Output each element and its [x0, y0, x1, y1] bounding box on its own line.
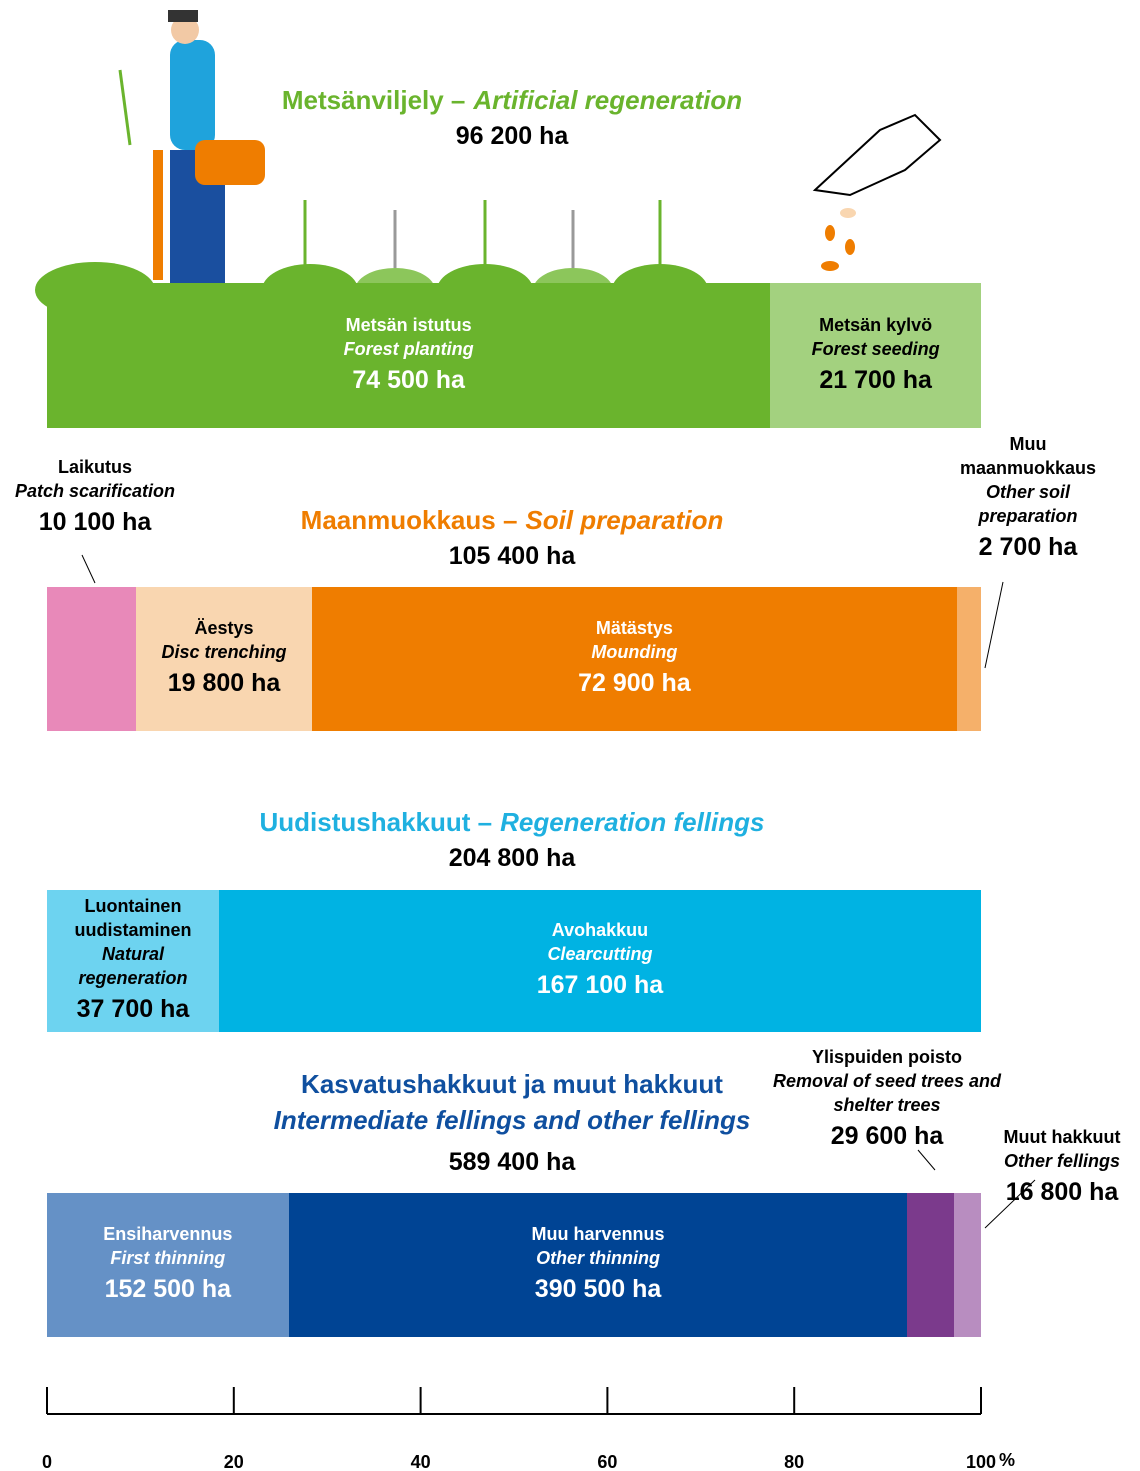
bar-segment [136, 587, 312, 731]
title-en: Artificial regeneration [473, 85, 743, 115]
title-fi: Metsänviljely – [281, 85, 466, 115]
segment-label: Metsän istutus Forest planting 74 500 ha [47, 283, 770, 428]
segment-value: 390 500 ha [534, 1275, 662, 1303]
segment-value: 74 500 ha [352, 365, 465, 394]
segment-name-en: Other soil preparation [978, 482, 1078, 526]
planter [153, 10, 265, 290]
segment-label: Muu maanmuokkaus Other soil preparation 2 … [953, 432, 1103, 566]
seeding-hand [812, 113, 942, 271]
segment-name-en: Mounding [591, 642, 678, 662]
bar-title: Uudistushakkuut – Regeneration fellings [112, 804, 912, 840]
segment-label: Avohakkuu Clearcutting 167 100 ha [219, 890, 981, 1032]
segment-label: Muu harvennus Other thinning 390 500 ha [289, 1193, 908, 1337]
segment-name: Luontainen uudistaminen [74, 896, 192, 940]
x-tick-label: 60 [597, 1452, 617, 1471]
segment-label: Muut hakkuut Other fellings 16 800 ha [987, 1125, 1137, 1211]
segment-value: 37 700 ha [76, 995, 190, 1023]
bar-segment [311, 587, 958, 731]
segment-name: Avohakkuu [551, 920, 649, 940]
bar-segment [218, 890, 981, 1032]
segment-label: Metsän kylvö Forest seeding 21 700 ha [770, 283, 981, 428]
bar-segment [47, 890, 219, 1032]
segment-name: Muut hakkuut [1003, 1127, 1121, 1147]
segment-value: 29 600 ha [830, 1122, 944, 1150]
bar-segment [47, 587, 137, 731]
seedlings [118, 69, 662, 268]
segment-name-en: Clearcutting [547, 944, 653, 964]
segment-label: Laikutus Patch scarification 10 100 ha [0, 455, 195, 541]
bar-total: 96 200 ha [455, 122, 569, 150]
bar-segment [954, 1193, 981, 1337]
x-tick-label: 20 [224, 1452, 244, 1471]
bar-total: 105 400 ha [448, 542, 576, 570]
x-tick-label: 0 [42, 1452, 52, 1471]
segment-label: Mätästys Mounding 72 900 ha [312, 587, 957, 731]
bar-segment [47, 1193, 289, 1337]
segment-value: 10 100 ha [38, 508, 152, 536]
segment-name: Mätästys [595, 618, 673, 638]
segment-value: 2 700 ha [978, 533, 1078, 561]
segment-value: 21 700 ha [819, 365, 932, 394]
bar-segment [957, 587, 981, 731]
title-en: Intermediate fellings and other fellings [273, 1105, 751, 1135]
segment-name-en: Disc trenching [161, 642, 287, 662]
segment-label: Äestys Disc trenching 19 800 ha [136, 587, 311, 731]
bar-segment [907, 1193, 955, 1337]
x-tick-label: 80 [784, 1452, 804, 1471]
title-fi: Uudistushakkuut – [259, 807, 493, 837]
segment-name: Muu maanmuokkaus [959, 434, 1097, 478]
bar-total: 589 400 ha [448, 1148, 576, 1176]
x-unit: % [999, 1450, 1015, 1470]
segment-value: 152 500 ha [104, 1275, 232, 1303]
bar-total: 204 800 ha [448, 844, 576, 872]
segment-name-en: First thinning [110, 1248, 226, 1268]
bar-segment [47, 283, 771, 428]
title-fi: Maanmuokkaus – [300, 505, 518, 535]
leader-line [984, 1179, 1036, 1229]
segment-name: Ensiharvennus [103, 1224, 233, 1244]
segment-label: Ylispuiden poisto Removal of seed trees a… [772, 1045, 1002, 1155]
segment-name: Laikutus [57, 457, 132, 477]
leader-line [984, 581, 1004, 669]
title-en: Soil preparation [525, 505, 724, 535]
segment-name: Metsän istutus [345, 314, 472, 335]
segment-name: Metsän kylvö [819, 314, 933, 335]
bar-title: Maanmuokkaus – Soil preparation [112, 502, 912, 538]
segment-name-en: Forest seeding [811, 338, 940, 359]
segment-name-en: Other fellings [1003, 1151, 1120, 1171]
segment-name: Muu harvennus [531, 1224, 665, 1244]
segment-value: 167 100 ha [536, 971, 664, 999]
bar-segment [288, 1193, 908, 1337]
segment-name-en: Other thinning [536, 1248, 661, 1268]
bar-title: Kasvatushakkuut ja muut hakkuut Intermedi… [112, 1066, 912, 1138]
x-tick-label: 40 [411, 1452, 431, 1471]
bar-title: Metsänviljely – Artificial regeneration [112, 82, 912, 118]
segment-label: Ensiharvennus First thinning 152 500 ha [47, 1193, 289, 1337]
segment-name-en: Patch scarification [14, 481, 176, 501]
segment-name-en: Removal of seed trees and shelter trees [772, 1071, 1002, 1115]
segment-value: 19 800 ha [167, 669, 281, 697]
title-fi: Kasvatushakkuut ja muut hakkuut [301, 1069, 723, 1099]
leader-line [81, 554, 96, 584]
title-en: Regeneration fellings [500, 807, 765, 837]
segment-value: 72 900 ha [578, 669, 691, 697]
segment-name: Ylispuiden poisto [811, 1047, 962, 1067]
x-tick-label: 100 [966, 1452, 996, 1471]
segment-label: Luontainen uudistaminen Natural regenerat… [47, 890, 219, 1032]
leader-line [917, 1149, 936, 1171]
bar-segment [770, 283, 981, 428]
segment-name-en: Natural regeneration [78, 944, 188, 988]
segment-name-en: Forest planting [343, 338, 474, 359]
segment-value: 16 800 ha [1005, 1178, 1119, 1206]
segment-name: Äestys [194, 618, 254, 638]
